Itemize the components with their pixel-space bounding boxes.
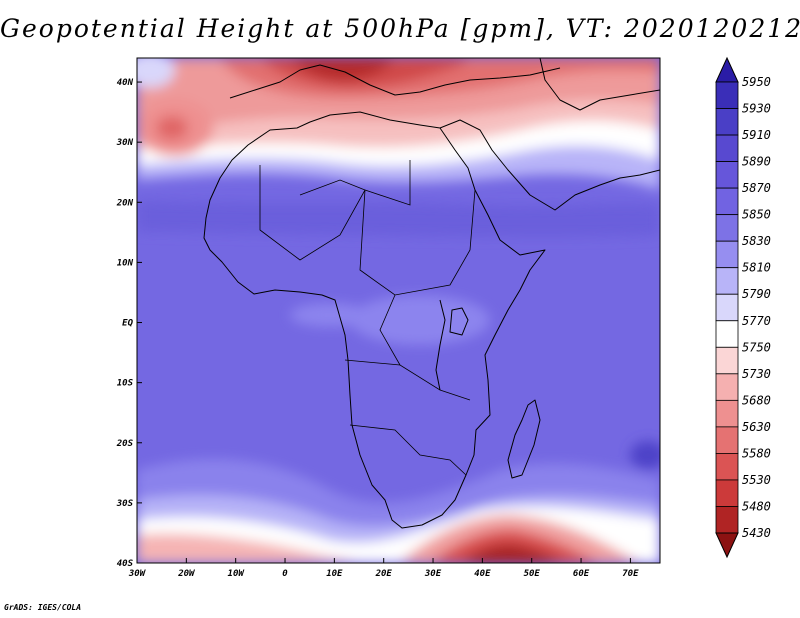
- colorbar-segment: [715, 399, 739, 428]
- band-equatorial-light: [350, 295, 490, 345]
- colorbar-segment: [715, 267, 739, 295]
- map-title: Geopotential Height at 500hPa [gpm], VT:…: [0, 14, 800, 43]
- country-borders: [259, 160, 476, 476]
- lon-tick-label: 10E: [326, 569, 343, 579]
- band-south-west-low: [137, 533, 360, 563]
- arabia-coastline: [439, 119, 660, 211]
- colorbar-segment: [715, 479, 739, 507]
- band-5890-east: [630, 441, 660, 469]
- colorbar-level-label: 5830: [742, 234, 771, 248]
- colorbar-segment: [715, 373, 739, 401]
- colorbar-top-triangle: [715, 56, 739, 83]
- colorbar-level-label: 5870: [742, 181, 771, 195]
- asia-coastline: [539, 58, 660, 111]
- colorbar-segment: [715, 214, 739, 242]
- colorbar-level-label: 5430: [742, 526, 771, 540]
- coastlines: [203, 58, 660, 529]
- border-southern: [349, 424, 467, 476]
- colorbar: 5950 5930 5910 5890 5870 5850 5830 5810 5790 5770…: [715, 56, 771, 559]
- colorbar-level-label: 5950: [742, 75, 771, 89]
- colorbar-segment: [715, 187, 739, 216]
- lon-tick-label: 40E: [474, 569, 491, 579]
- lon-tick-label: 30E: [424, 569, 442, 579]
- lake-victoria: [449, 307, 469, 336]
- colorbar-level-label: 5580: [742, 446, 771, 460]
- colorbar-level-label: 5890: [742, 155, 771, 169]
- colorbar-segment: [715, 240, 739, 269]
- colorbar-level-label: 5630: [742, 420, 771, 434]
- lon-axis: 30W 20W 10W 0 10E 20E 30E 40E 50E 60E 70E: [128, 558, 639, 579]
- map-frame: [136, 57, 661, 564]
- colorbar-level-label: 5680: [742, 393, 771, 407]
- colorbar-segment: [715, 293, 739, 322]
- border-niger: [299, 179, 366, 196]
- colorbar-segment: [715, 453, 739, 481]
- lat-tick-label: 20S: [116, 439, 134, 449]
- lon-tick-label: 20W: [177, 569, 196, 579]
- border-central: [359, 189, 476, 296]
- lat-axis: 40N 30N 20N 10N EQ 10S 20S 30S 40S: [116, 78, 142, 569]
- colorbar-level-label: 5770: [742, 314, 771, 328]
- colorbar-level-label: 5910: [742, 128, 771, 142]
- colorbar-segment: [715, 108, 739, 136]
- lat-tick-label: EQ: [122, 319, 133, 329]
- lon-tick-label: 70E: [622, 569, 639, 579]
- lon-tick-label: 20E: [375, 569, 393, 579]
- lon-tick-label: 60E: [573, 569, 590, 579]
- colorbar-segment: [715, 346, 739, 375]
- lat-tick-label: 10N: [117, 258, 134, 268]
- lon-tick-label: 30W: [128, 569, 147, 579]
- band-5530-north: [290, 58, 395, 81]
- shaded-bands: [137, 58, 660, 563]
- colorbar-level-label: 5750: [742, 340, 771, 354]
- colorbar-level-label: 5930: [742, 102, 771, 116]
- border-congo: [379, 294, 401, 366]
- colorbar-level-label: 5790: [742, 287, 771, 301]
- lon-tick-label: 50E: [524, 569, 541, 579]
- lat-tick-label: 30S: [116, 499, 134, 509]
- lon-tick-label: 0: [282, 569, 288, 579]
- lat-tick-label: 20N: [116, 198, 134, 208]
- band-northwest-corner: [137, 58, 175, 88]
- colorbar-segment: [715, 506, 739, 534]
- colorbar-level-label: 5480: [742, 499, 771, 513]
- colorbar-segment: [715, 320, 739, 348]
- colorbar-bottom-triangle: [715, 532, 739, 559]
- border-sahel: [259, 160, 411, 261]
- colorbar-level-label: 5850: [742, 208, 771, 222]
- contour-field: [137, 58, 660, 563]
- band-south-east-low-core: [460, 544, 565, 563]
- band-5850-north: [137, 200, 660, 238]
- colorbar-segment: [715, 81, 739, 109]
- lon-tick-label: 10W: [228, 569, 246, 579]
- lat-tick-label: 30N: [116, 138, 134, 148]
- lat-tick-label: 10S: [117, 379, 134, 389]
- credit-label: GrADS: IGES/COLA: [4, 603, 82, 612]
- lat-tick-label: 40S: [117, 559, 134, 569]
- colorbar-segment: [715, 134, 739, 162]
- border-south-central: [344, 359, 471, 401]
- colorbar-level-label: 5730: [742, 367, 771, 381]
- colorbar-segment: [715, 161, 739, 189]
- band-atlantic-high-core: [156, 116, 188, 140]
- colorbar-level-label: 5810: [742, 261, 771, 275]
- band-equatorial-light-west: [290, 303, 370, 327]
- colorbar-segment: [715, 426, 739, 454]
- mediterranean-coastline: [229, 64, 561, 99]
- lake-tanganyika: [435, 299, 446, 391]
- lat-tick-label: 40N: [117, 78, 134, 88]
- madagascar-coastline: [507, 399, 541, 479]
- africa-coastline: [203, 111, 546, 529]
- colorbar-level-label: 5530: [742, 473, 771, 487]
